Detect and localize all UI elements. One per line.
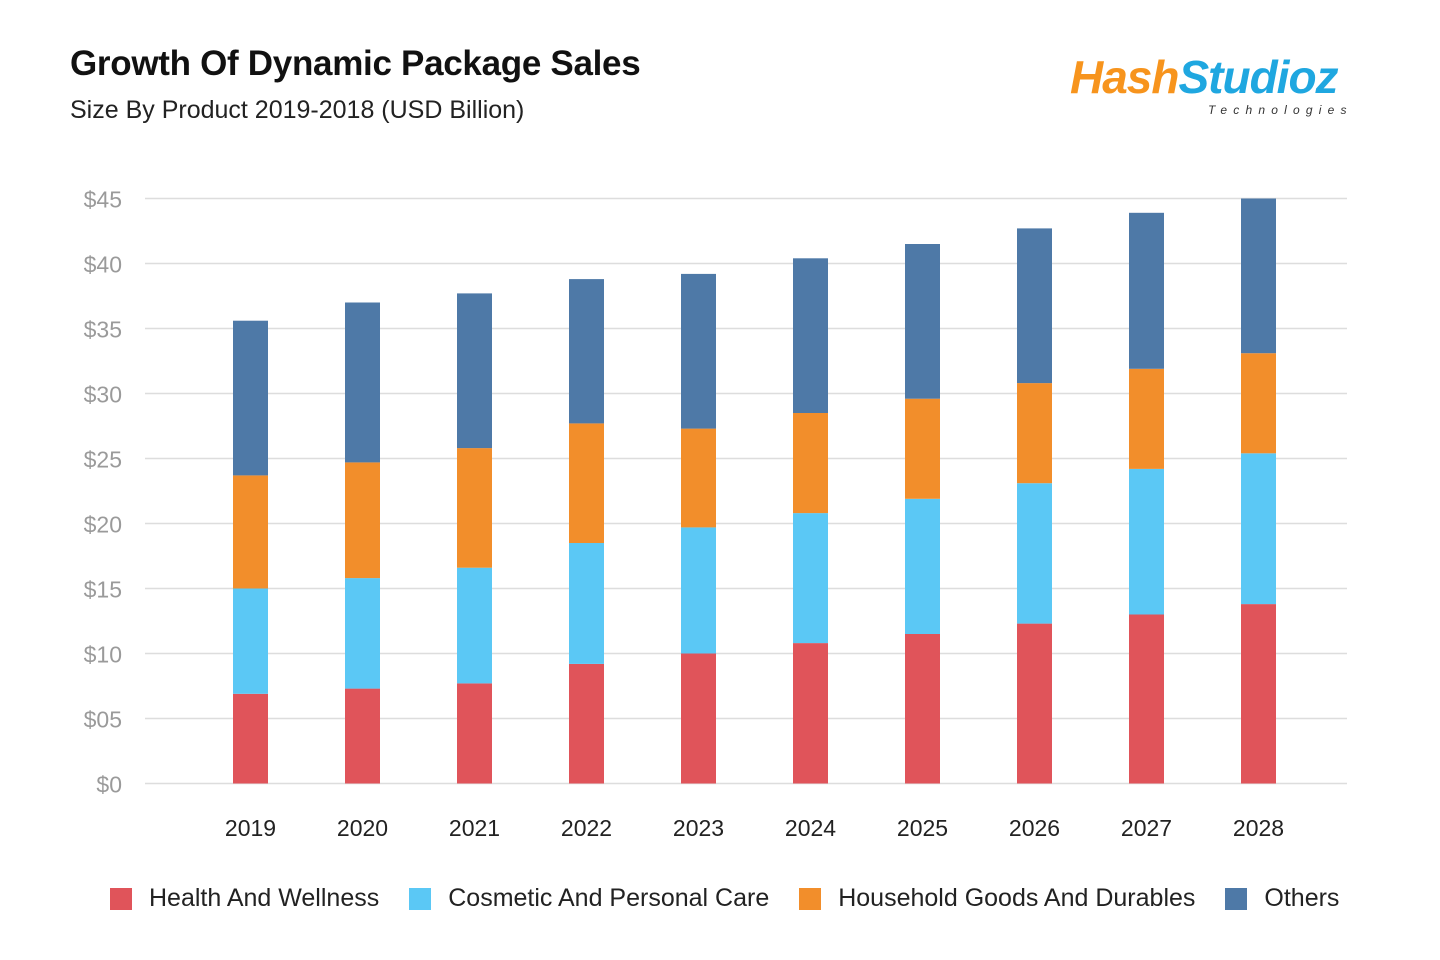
bar-segment <box>1129 212 1164 369</box>
bar-segment <box>1241 453 1276 605</box>
x-tick-label: 2020 <box>337 815 388 841</box>
legend-swatch <box>409 887 432 910</box>
bar-segment <box>233 475 268 589</box>
bar-segment <box>345 688 380 784</box>
x-tick-label: 2028 <box>1233 815 1284 841</box>
bar-segment <box>1241 198 1276 354</box>
bar-segment <box>569 423 604 543</box>
bar-segment <box>457 448 492 568</box>
legend-swatch <box>1225 887 1248 910</box>
legend-item: Health And Wellness <box>110 884 379 913</box>
bar-segment <box>457 293 492 449</box>
x-tick-label: 2024 <box>785 815 836 841</box>
bar-segment <box>905 398 940 499</box>
legend-swatch <box>799 887 822 910</box>
y-tick-label: $40 <box>84 252 122 278</box>
logo-studioz-text: Studioz <box>1178 51 1338 103</box>
bar-segment <box>905 244 940 399</box>
y-tick-label: $05 <box>84 707 122 733</box>
y-tick-label: $25 <box>84 447 122 473</box>
chart-legend: Health And Wellness Cosmetic And Personal… <box>110 884 1339 913</box>
gridlines <box>145 197 1347 785</box>
legend-item: Others <box>1225 884 1339 913</box>
bar-segment <box>793 413 828 514</box>
bar-segment <box>345 462 380 579</box>
logo-hash-text: Hash <box>1070 51 1179 103</box>
bar-segment <box>1017 483 1052 624</box>
bar-segment <box>345 302 380 463</box>
bar-segment <box>905 634 940 784</box>
bar-segment <box>1241 604 1276 784</box>
legend-label: Health And Wellness <box>149 884 380 912</box>
bar-segment <box>1017 623 1052 784</box>
bar-segment <box>681 527 716 654</box>
bars <box>233 198 1276 784</box>
legend-swatch <box>110 887 132 910</box>
legend-item: Household Goods And Durables <box>799 884 1195 913</box>
y-tick-label: $45 <box>84 187 122 213</box>
y-tick-label: $15 <box>84 577 122 603</box>
bar-segment <box>233 320 268 476</box>
bar-segment <box>681 428 716 528</box>
company-logo: HashStudioz Technologies <box>1070 52 1370 122</box>
bar-segment <box>569 543 604 664</box>
y-tick-label: $30 <box>84 382 122 408</box>
y-tick-label: $10 <box>84 642 122 668</box>
bar-segment <box>457 567 492 684</box>
bar-segment <box>1017 228 1052 384</box>
bar-segment <box>569 279 604 424</box>
x-tick-label: 2022 <box>561 815 612 841</box>
bar-segment <box>1017 383 1052 484</box>
bar-segment <box>793 258 828 413</box>
x-tick-label: 2023 <box>673 815 724 841</box>
bar-segment <box>793 513 828 644</box>
x-tick-label: 2027 <box>1121 815 1172 841</box>
bar-segment <box>233 588 268 694</box>
y-axis-tick-labels: $0 $05 $10 $15 $20 $25 $30 $35 $40 $45 <box>84 187 122 798</box>
logo-tagline: Technologies <box>1208 103 1353 117</box>
x-tick-label: 2025 <box>897 815 948 841</box>
x-axis-tick-labels: 2019 2020 2021 2022 2023 2024 2025 2026 2027 2028 <box>225 815 1284 841</box>
legend-item: Cosmetic And Personal Care <box>409 884 769 913</box>
bar-segment <box>905 498 940 634</box>
bar-segment <box>569 663 604 784</box>
bar-segment <box>1129 468 1164 615</box>
y-tick-label: $35 <box>84 317 122 343</box>
bar-segment <box>1129 614 1164 784</box>
bar-segment <box>345 578 380 689</box>
bar-segment <box>681 273 716 429</box>
chart-subtitle: Size By Product 2019-2018 (USD Billion) <box>70 96 525 124</box>
chart-title: Growth Of Dynamic Package Sales <box>70 44 641 83</box>
y-tick-label: $20 <box>84 512 122 538</box>
bar-segment <box>1129 368 1164 469</box>
bar-segment <box>233 693 268 784</box>
x-tick-label: 2021 <box>449 815 500 841</box>
legend-label: Others <box>1264 884 1340 912</box>
logo-wordmark: HashStudioz <box>1070 51 1339 103</box>
x-tick-label: 2019 <box>225 815 276 841</box>
legend-label: Cosmetic And Personal Care <box>448 884 770 912</box>
bar-segment <box>681 653 716 784</box>
x-tick-label: 2026 <box>1009 815 1060 841</box>
legend-label: Household Goods And Durables <box>838 884 1196 912</box>
bar-segment <box>1241 353 1276 454</box>
bar-segment <box>457 683 492 784</box>
y-tick-label: $0 <box>96 772 122 798</box>
bar-segment <box>793 643 828 784</box>
